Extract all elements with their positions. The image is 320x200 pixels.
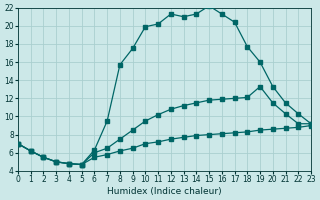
- X-axis label: Humidex (Indice chaleur): Humidex (Indice chaleur): [107, 187, 222, 196]
